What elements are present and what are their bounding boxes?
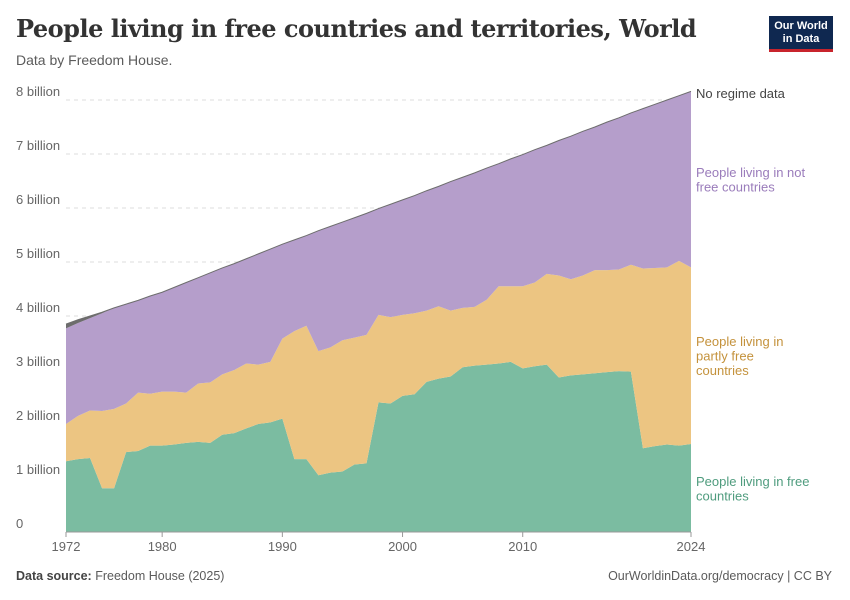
x-tick-label: 2010 [508, 539, 537, 554]
x-tick-label: 1990 [268, 539, 297, 554]
stacked-area-chart: 0 1 billion 2 billion 3 billion 4 billion 5 b… [16, 84, 809, 554]
area-partly-free [66, 260, 691, 489]
y-tick-label: 3 billion [16, 354, 60, 369]
series-label: countries [696, 489, 749, 504]
y-tick-label: 2 billion [16, 408, 60, 423]
chart-subtitle: Data by Freedom House. [16, 52, 173, 68]
series-label: People living in free [696, 474, 809, 489]
series-label: People living in not [696, 165, 806, 180]
y-tick-label: 1 billion [16, 462, 60, 477]
area-free [66, 361, 691, 532]
x-tick-label: 1980 [148, 539, 177, 554]
series-label: free countries [696, 180, 775, 195]
y-tick-label: 6 billion [16, 192, 60, 207]
y-tick-label: 8 billion [16, 84, 60, 99]
series-label: partly free [696, 349, 754, 364]
logo-line1: Our World [774, 20, 828, 32]
y-tick-label: 7 billion [16, 138, 60, 153]
x-tick-label: 2000 [388, 539, 417, 554]
chart-title: People living in free countries and terr… [16, 14, 697, 43]
logo-line2: in Data [782, 33, 820, 45]
series-label: People living in [696, 334, 783, 349]
source-label: Data source: [16, 569, 92, 583]
footer-link[interactable]: OurWorldinData.org/democracy | CC BY [608, 569, 832, 583]
series-label: No regime data [696, 86, 786, 101]
x-tick-label: 1972 [52, 539, 81, 554]
y-tick-label: 0 [16, 516, 23, 531]
x-tick-label: 2024 [677, 539, 706, 554]
area-not-free [66, 91, 691, 425]
total-line [65, 90, 692, 325]
owid-logo[interactable]: Our World in Data [769, 16, 833, 52]
series-label: countries [696, 363, 749, 378]
y-tick-label: 4 billion [16, 300, 60, 315]
y-tick-label: 5 billion [16, 246, 60, 261]
data-source: Data source: Freedom House (2025) [16, 569, 224, 583]
source-value: Freedom House (2025) [95, 569, 225, 583]
